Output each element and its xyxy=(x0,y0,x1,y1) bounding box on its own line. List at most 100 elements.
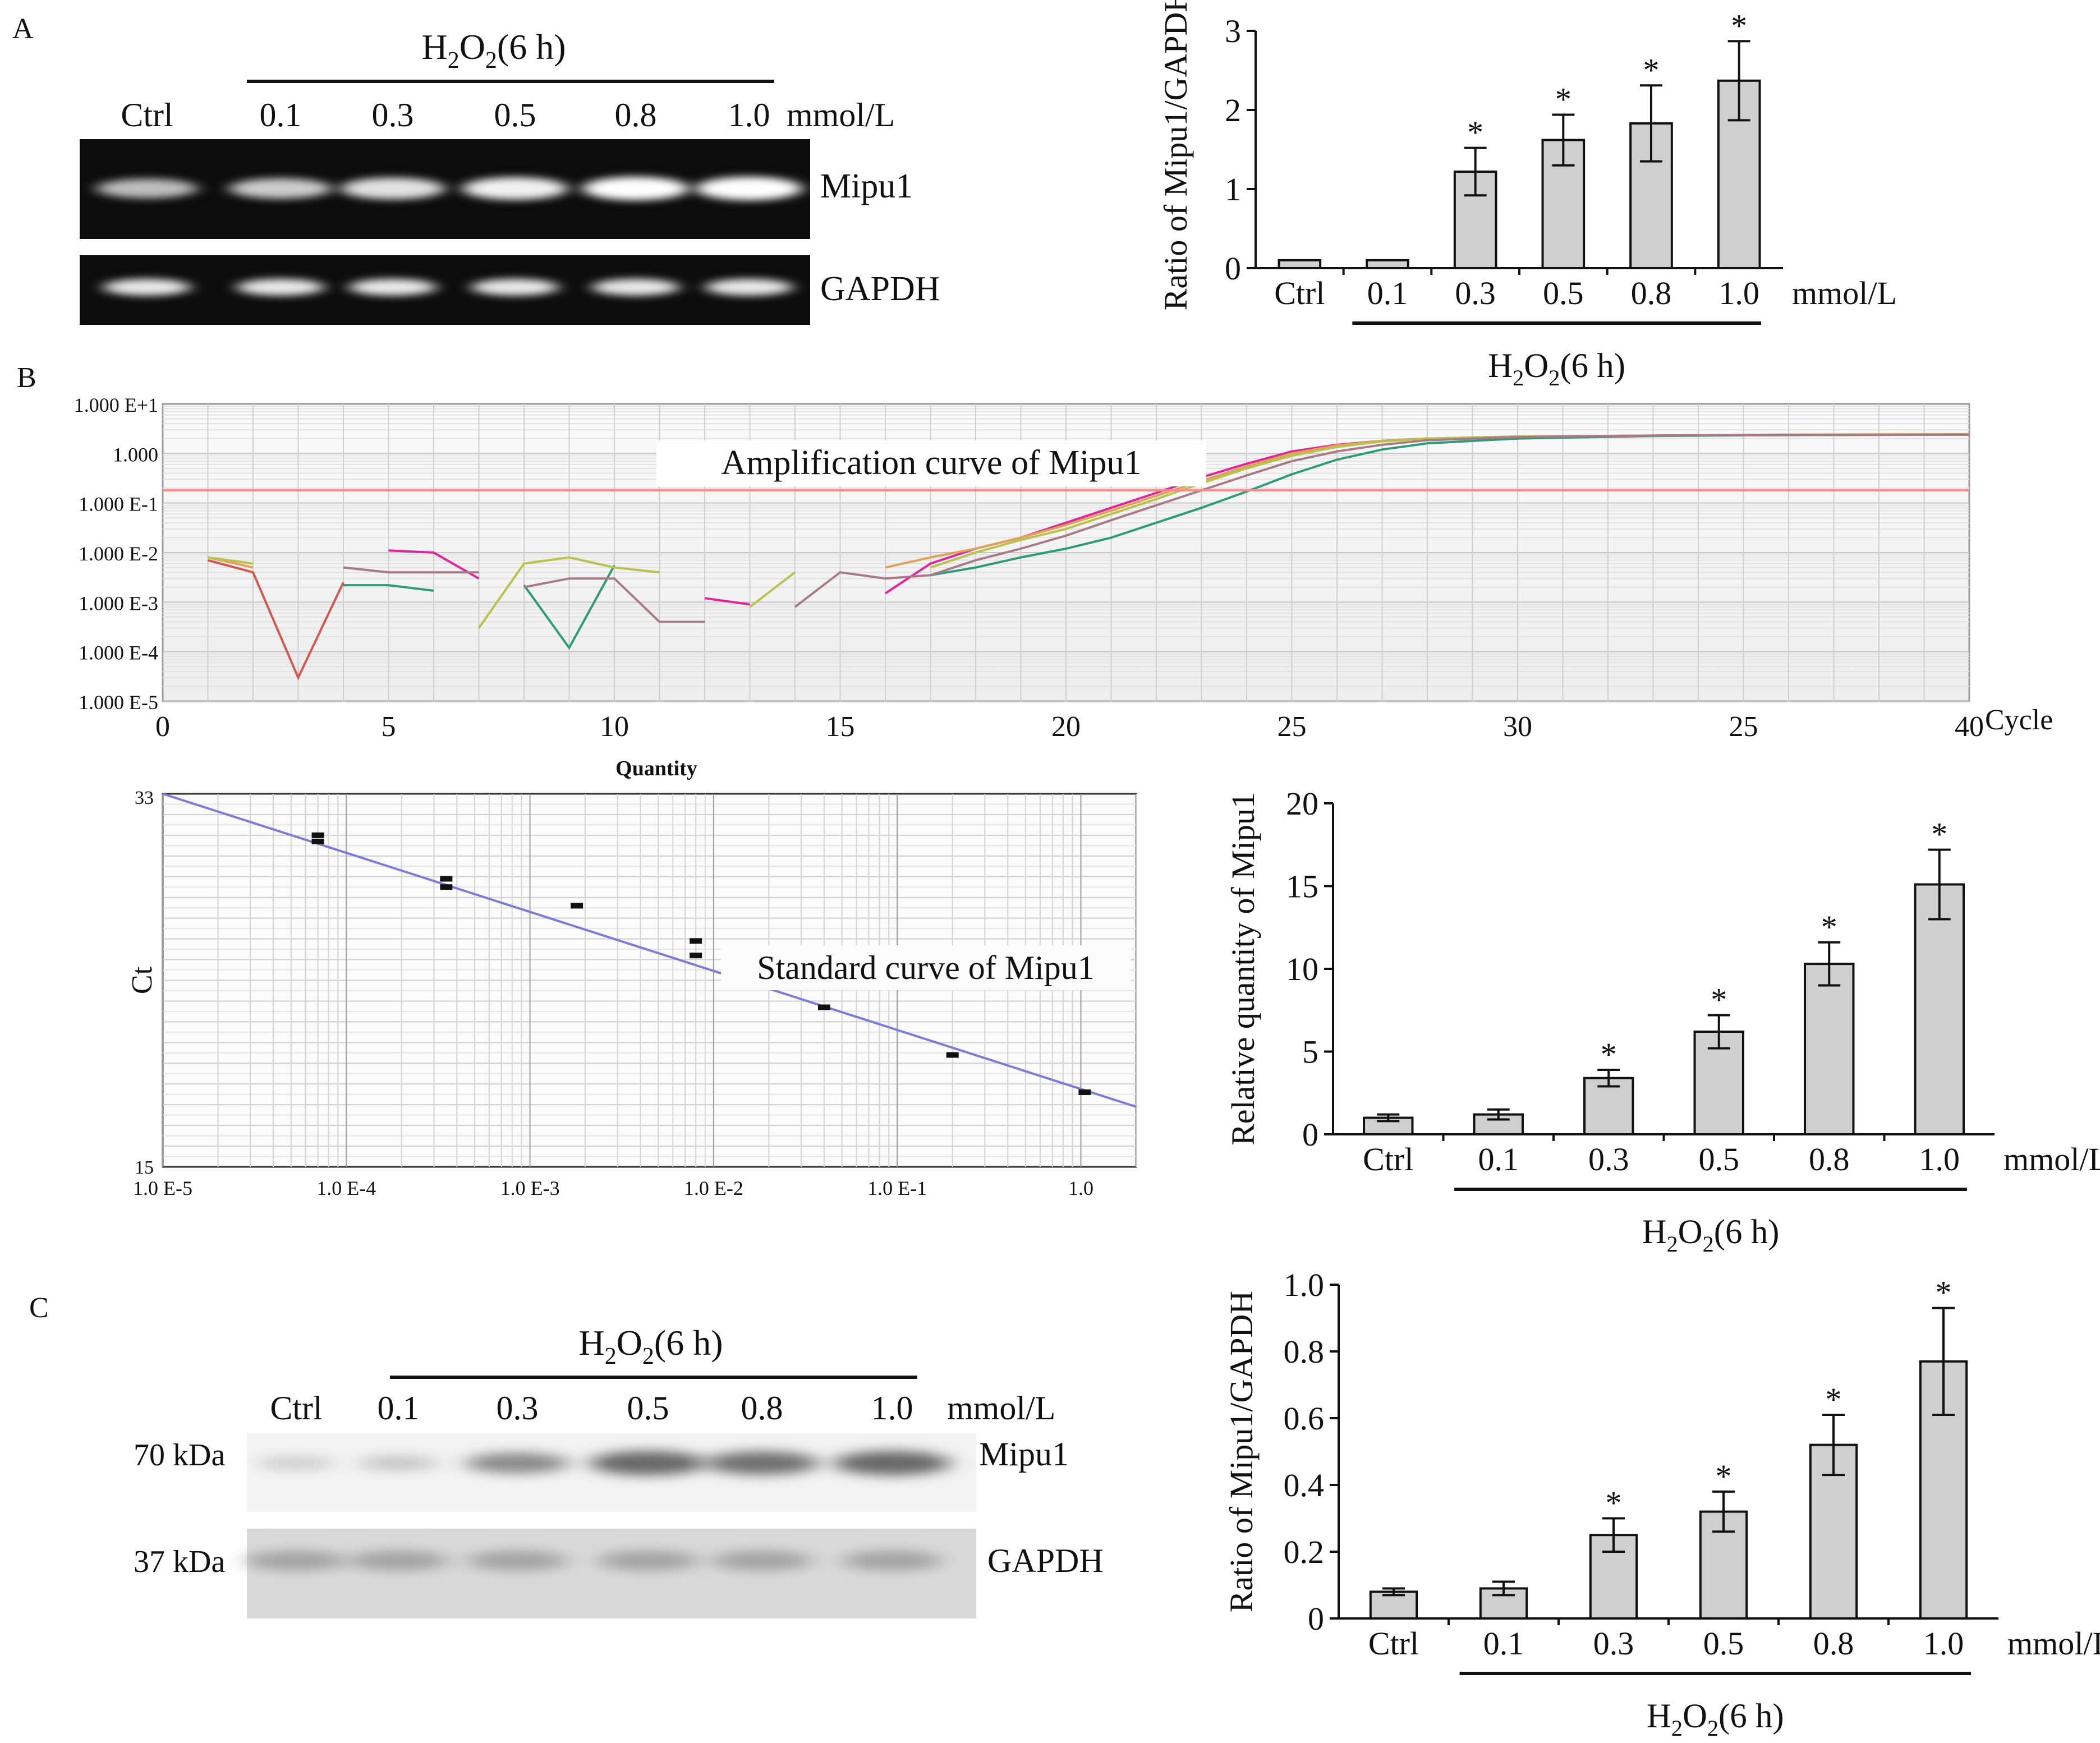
gel-a-gapdh-label: GAPDH xyxy=(820,270,940,308)
blot-c-gapdh-band xyxy=(246,1551,347,1571)
gel-a-lane-label: 0.3 xyxy=(372,96,414,134)
amp-x-axis-label: Cycle xyxy=(1985,704,2053,736)
bar xyxy=(1914,883,1965,1136)
blot-c-gapdh-band xyxy=(467,1551,568,1571)
gel-a-lane-label: 1.0 xyxy=(728,96,770,134)
blot-c-lane-label: 0.8 xyxy=(741,1390,783,1427)
x-tick-label: 0.1 xyxy=(1478,1141,1519,1178)
amp-x-tick-label: 0 xyxy=(155,711,170,743)
y-tick-label: 3 xyxy=(1225,13,1241,49)
amp-y-tick-label: 1.000 E+1 xyxy=(74,394,158,416)
std-data-point xyxy=(946,1052,959,1058)
gel-a-mipu1-band xyxy=(582,177,689,200)
protein-ratio-chart: 0 0.2 0.4 0.6 0.8 1.0 Ratio of Mipu1/GAPDH Ctrl… xyxy=(1223,1267,2100,1741)
x-tick-label: 0.8 xyxy=(1813,1625,1854,1662)
panel-a-letter: A xyxy=(12,13,34,45)
blot-c-lane-label: Ctrl xyxy=(270,1390,322,1427)
x-tick-label: 0.3 xyxy=(1588,1141,1629,1178)
std-data-point xyxy=(571,903,583,909)
amp-x-tick-label: 25 xyxy=(1278,711,1307,743)
blot-c-treatment-label: H2O2(6 h) xyxy=(578,1323,723,1369)
gel-a-mipu1-band xyxy=(462,177,568,200)
blot-c-70kda: 70 kDa xyxy=(134,1438,225,1473)
std-fit-line xyxy=(162,793,1137,1108)
std-data-point xyxy=(311,838,324,844)
significance-star: * xyxy=(1716,1458,1732,1494)
amp-series-yellow-green xyxy=(208,433,1970,629)
x-tick-label: Ctrl xyxy=(1363,1141,1413,1178)
x-tick-label: 0.8 xyxy=(1631,275,1672,311)
significance-star: * xyxy=(1606,1485,1622,1521)
std-data-point xyxy=(311,832,324,838)
y-tick-label: 0.6 xyxy=(1284,1400,1325,1437)
x-tick-label: 1.0 xyxy=(1923,1625,1964,1662)
amp-x-tick-label: 5 xyxy=(382,711,396,743)
gel-a-gapdh-band xyxy=(592,279,679,296)
amp-y-tick-label: 1.000 E-2 xyxy=(79,542,158,565)
std-data-point xyxy=(690,953,702,959)
gel-a-gapdh-band xyxy=(705,279,793,296)
amp-x-tick-label: 25 xyxy=(1729,711,1758,743)
y-axis-label: Ratio of Mipu1/GAPDH xyxy=(1157,0,1194,310)
bar xyxy=(1278,259,1322,269)
x-tick-label: Ctrl xyxy=(1368,1625,1419,1662)
group-label: H2O2(6 h) xyxy=(1642,1213,1780,1257)
gel-a-treatment-label: H2O2(6 h) xyxy=(421,27,566,73)
amp-y-tick-label: 1.000 xyxy=(113,443,158,466)
amp-y-tick-label: 1.000 E-1 xyxy=(79,493,158,516)
blot-c-header: H2O2(6 h) Ctrl 0.1 0.3 0.5 0.8 1.0 mmol/L xyxy=(270,1323,1055,1427)
blot-c-gapdh-band xyxy=(598,1551,699,1571)
gel-a-lane-label: 0.5 xyxy=(494,96,536,134)
blot-c-unit: mmol/L xyxy=(947,1390,1055,1427)
gel-a-lane-label: 0.1 xyxy=(260,96,302,134)
group-label: H2O2(6 h) xyxy=(1647,1698,1784,1741)
significance-star: * xyxy=(1555,81,1571,117)
significance-star: * xyxy=(1936,1275,1952,1311)
bar xyxy=(1479,1587,1528,1620)
amp-series-red xyxy=(207,559,344,680)
gel-a-gapdh-band xyxy=(103,279,191,296)
std-title-box xyxy=(721,945,1131,990)
significance-star: * xyxy=(1467,114,1483,151)
blot-c-lane-label: 0.5 xyxy=(627,1390,669,1427)
blot-c-mipu1-band xyxy=(358,1455,439,1471)
x-tick-label: 1.0 xyxy=(1718,275,1759,311)
panel-b-letter: B xyxy=(17,362,36,394)
gel-a-mipu1-band xyxy=(96,178,198,199)
std-x-tick-label: 1.0 xyxy=(1068,1177,1093,1199)
bar xyxy=(1366,259,1409,269)
y-tick-label: 0 xyxy=(1302,1116,1318,1153)
std-data-point xyxy=(440,876,453,882)
y-tick-label: 10 xyxy=(1286,951,1318,987)
y-tick-label: 2 xyxy=(1225,92,1241,128)
mrna-ratio-chart: 0 1 2 3 Ratio of Mipu1/GAPDH Ctrl 0.1 * 0.3 * 0.5 *… xyxy=(1157,0,1897,390)
significance-star: * xyxy=(1821,909,1837,945)
blot-c-mipu1-band xyxy=(833,1451,951,1475)
std-x-tick-label: 1.0 E-2 xyxy=(684,1177,743,1199)
amp-title-box xyxy=(656,440,1206,486)
x-tick-label: 0.1 xyxy=(1367,275,1408,311)
gel-a-gapdh-band xyxy=(349,279,436,296)
std-x-tick-label: 1.0 E-1 xyxy=(867,1177,927,1199)
blot-c-lane-label: 1.0 xyxy=(871,1390,913,1427)
blot-c-gapdh-strip xyxy=(247,1529,976,1618)
blot-c-mipu1-band xyxy=(705,1451,819,1475)
gel-a-lane-label: 0.8 xyxy=(615,96,657,134)
blot-c-mipu1-band xyxy=(258,1456,335,1470)
y-tick-label: 0 xyxy=(1308,1601,1324,1637)
y-axis-label: Ratio of Mipu1/GAPDH xyxy=(1223,1291,1260,1613)
amp-x-tick-label: 15 xyxy=(826,711,855,743)
y-tick-label: 20 xyxy=(1286,785,1318,822)
x-tick-label: 0.1 xyxy=(1483,1625,1524,1662)
gel-a-mipu1-label: Mipu1 xyxy=(820,167,913,205)
y-tick-label: 5 xyxy=(1302,1034,1318,1070)
y-tick-label: 1.0 xyxy=(1284,1267,1325,1303)
gel-a-mipu1-band xyxy=(229,178,332,199)
x-tick-label: Ctrl xyxy=(1274,275,1325,311)
significance-star: * xyxy=(1711,982,1727,1018)
group-label: H2O2(6 h) xyxy=(1488,347,1625,390)
significance-star: * xyxy=(1731,7,1747,44)
std-y-axis-label: Ct xyxy=(126,966,158,994)
gel-a-header: H2O2(6 h) Ctrl 0.1 0.3 0.5 0.8 1.0 mmol/L xyxy=(121,27,895,134)
x-unit-label: mmol/I xyxy=(2007,1625,2100,1662)
